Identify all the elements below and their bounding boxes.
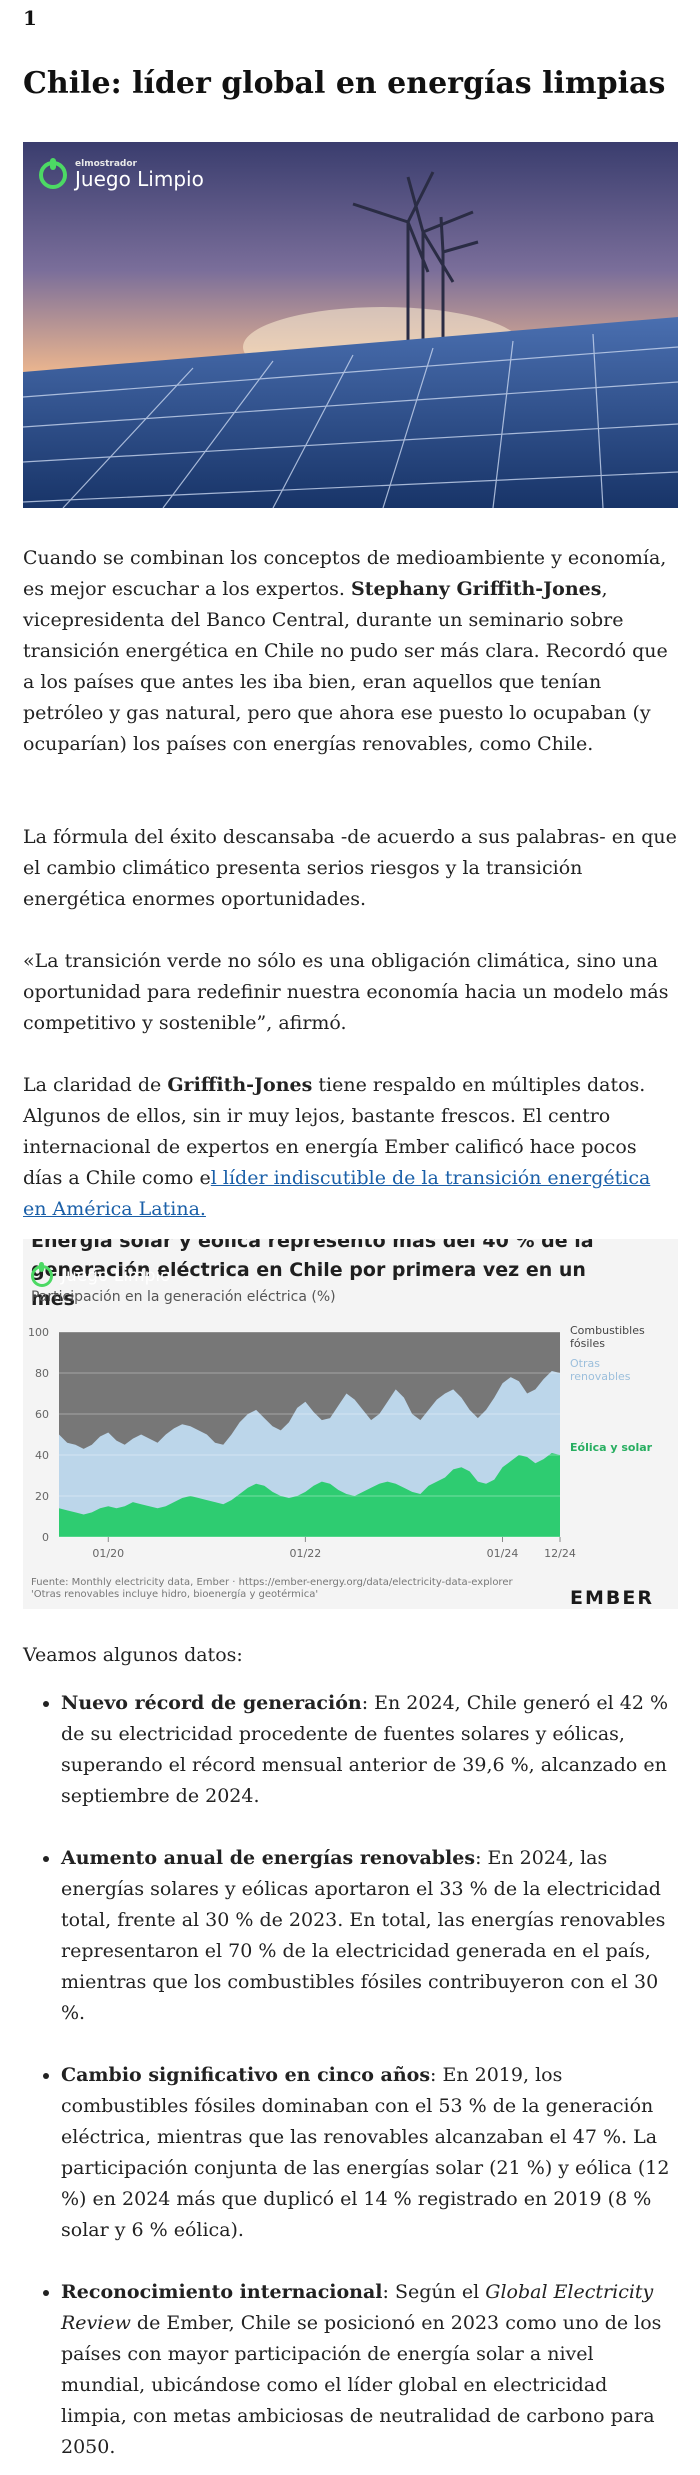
- quote-paragraph: «La transición verde no sólo es una obli…: [23, 950, 669, 1034]
- facts-list: Nuevo récord de generación: En 2024, Chi…: [23, 1688, 678, 2463]
- chart-brand-logo: Juego Limpio: [31, 1262, 171, 1287]
- area-chart: 0 20 40 60 80 100 01/20 01/22 01/24 12/24 Combusti…: [28, 1324, 653, 1560]
- legend-wind-solar: Eólica y solar: [570, 1441, 653, 1454]
- legend-other-line1: Otras: [570, 1357, 600, 1370]
- y-tick-label: 0: [42, 1531, 49, 1544]
- chart-brand-name: Juego Limpio: [61, 1266, 171, 1286]
- chart-subtitle: Participación en la generación eléctrica…: [31, 1289, 336, 1305]
- hero-brand-logo: elmostrador Juego Limpio: [39, 157, 204, 191]
- list-item: Nuevo récord de generación: En 2024, Chi…: [61, 1688, 678, 1812]
- x-tick-label: 01/22: [290, 1547, 322, 1560]
- power-icon: [31, 1262, 53, 1287]
- list-intro: Veamos algunos datos:: [23, 1644, 243, 1666]
- chart-title: Energía solar y eólica representó más de…: [31, 1239, 594, 1310]
- y-tick-label: 40: [35, 1449, 49, 1462]
- paragraph-4: La claridad de Griffith-Jones tiene resp…: [23, 1074, 651, 1220]
- y-tick-label: 80: [35, 1367, 49, 1380]
- page-number: 1: [23, 6, 37, 30]
- y-tick-label: 60: [35, 1408, 49, 1421]
- x-tick-label: 01/20: [92, 1547, 124, 1560]
- wind-solar-area: [59, 1452, 560, 1537]
- power-icon: [39, 157, 67, 189]
- y-tick-label: 100: [28, 1326, 49, 1339]
- chart-source: Fuente: Monthly electricity data, Ember …: [31, 1577, 513, 1600]
- paragraph-1: Cuando se combinan los conceptos de medi…: [23, 547, 668, 755]
- article-title: Chile: líder global en energías limpias: [23, 66, 666, 101]
- solar-wind-illustration: [23, 142, 678, 508]
- list-item: Aumento anual de energías renovables: En…: [61, 1843, 678, 2029]
- x-tick-label: 12/24: [544, 1547, 576, 1560]
- legend-fossil-line2: fósiles: [570, 1337, 605, 1350]
- x-tick-label: 01/24: [487, 1547, 519, 1560]
- list-item: Reconocimiento internacional: Según el G…: [61, 2277, 678, 2463]
- list-item: Cambio significativo en cinco años: En 2…: [61, 2060, 678, 2246]
- person-name: Griffith-Jones: [167, 1074, 313, 1096]
- brand-name: Juego Limpio: [75, 167, 204, 191]
- chart-figure: 0 20 40 60 80 100 01/20 01/22 01/24 12/24 Combusti…: [23, 1239, 678, 1609]
- person-name: Stephany Griffith-Jones: [350, 578, 602, 600]
- hero-image: elmostrador Juego Limpio: [23, 142, 678, 508]
- brand-publisher: elmostrador: [75, 159, 137, 169]
- legend-fossil-line1: Combustibles: [570, 1324, 645, 1337]
- ember-logo: EMBER: [570, 1587, 654, 1609]
- y-tick-label: 20: [35, 1490, 49, 1503]
- paragraph-2: La fórmula del éxito descansaba -de acue…: [23, 826, 677, 910]
- legend-other-line2: renovables: [570, 1370, 631, 1383]
- ember-report-link[interactable]: l líder indiscutible de la transición en…: [23, 1167, 651, 1220]
